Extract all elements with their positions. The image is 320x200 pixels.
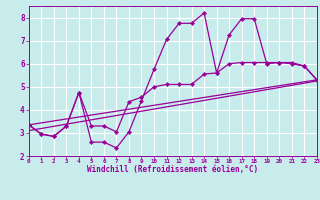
X-axis label: Windchill (Refroidissement éolien,°C): Windchill (Refroidissement éolien,°C) bbox=[87, 165, 258, 174]
